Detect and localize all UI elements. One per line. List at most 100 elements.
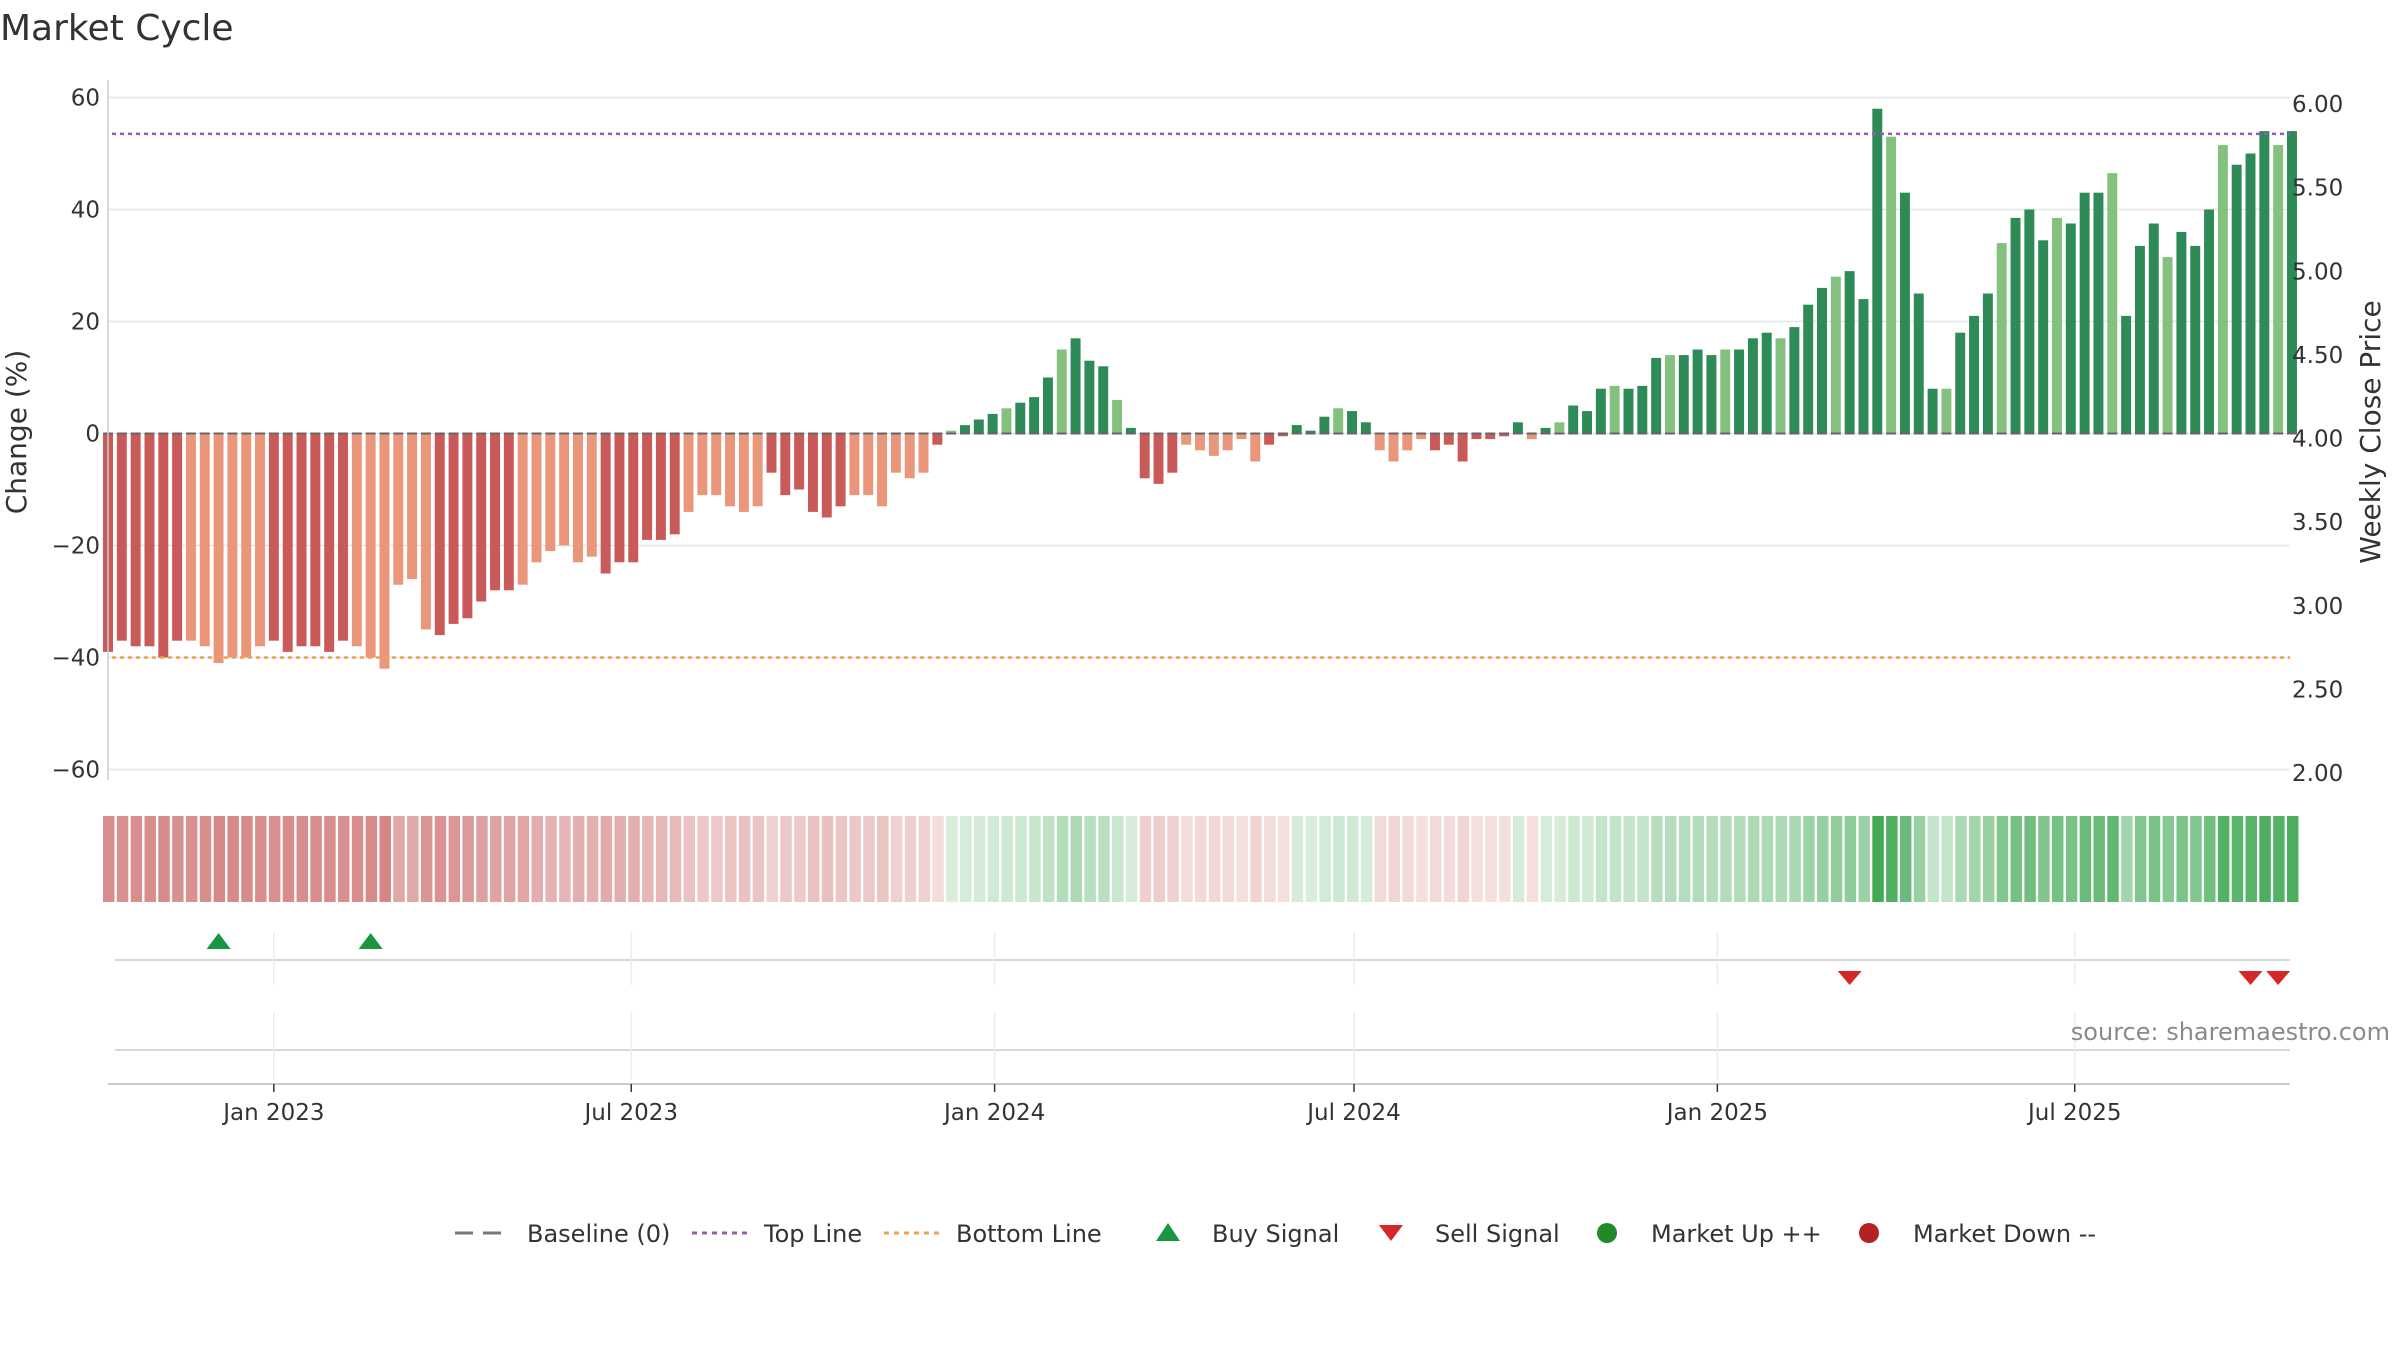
heat-cell	[904, 816, 917, 902]
reference-lines	[112, 132, 2290, 659]
heat-cell	[2273, 816, 2285, 902]
buy-signal-marker	[358, 933, 383, 949]
cycle-bar	[448, 433, 459, 624]
heat-cell	[1443, 816, 1456, 902]
heat-cell	[1858, 816, 1870, 902]
cycle-bar	[1070, 338, 1081, 434]
cycle-bar	[1540, 427, 1551, 434]
sell-signal-marker	[2238, 971, 2263, 985]
heat-cell	[1250, 816, 1262, 902]
cycle-bar	[1457, 433, 1468, 462]
cycle-bar	[821, 433, 832, 518]
y2-tick-label: 2.00	[2292, 761, 2343, 787]
heat-cell	[1319, 816, 1331, 902]
cycle-bar	[213, 433, 224, 664]
heat-cell	[1374, 816, 1387, 902]
heat-cell	[1651, 816, 1663, 902]
x-axis: Jan 2023 Jul 2023 Jan 2024 Jul 2024 Jan 2025…	[221, 932, 2122, 1126]
cycle-bar	[2162, 257, 2173, 434]
cycle-bar	[1098, 366, 1109, 434]
cycle-bar	[1955, 332, 1966, 434]
heat-cell	[1333, 816, 1345, 902]
cycle-bar	[130, 433, 141, 647]
cycle-bar	[669, 433, 680, 535]
cycle-bar	[531, 433, 542, 563]
heat-cell	[669, 816, 682, 902]
heat-cell	[1982, 816, 1995, 902]
heat-cell	[296, 816, 308, 902]
heat-cell	[1623, 816, 1635, 902]
legend-circle-icon	[1859, 1223, 1879, 1243]
legend-label: Sell Signal	[1435, 1220, 1560, 1248]
cycle-bar	[1471, 433, 1482, 440]
heat-cell	[1678, 816, 1691, 902]
cycle-bar	[1817, 287, 1827, 434]
heat-cell	[1996, 816, 2009, 902]
heat-cell	[517, 816, 530, 902]
heat-cell	[849, 816, 861, 902]
heat-cell	[130, 816, 143, 902]
legend-item: Bottom Line	[884, 1220, 1102, 1248]
y-axis-label: Change (%)	[0, 350, 33, 515]
heat-cell	[2038, 816, 2050, 902]
cycle-bar	[2286, 131, 2297, 434]
cycle-bar	[1319, 416, 1330, 434]
cycle-bar	[282, 433, 293, 652]
cycle-bar	[379, 433, 390, 669]
x-tick-label: Jan 2025	[1665, 1100, 1768, 1126]
heat-cell	[2204, 816, 2216, 902]
cycle-bar	[2148, 223, 2159, 434]
heat-cell	[1084, 816, 1096, 902]
heat-cell	[116, 816, 129, 902]
cycle-bar	[1347, 411, 1358, 434]
heat-cell	[1042, 816, 1055, 902]
cycle-bar	[614, 433, 625, 563]
heat-cell	[1499, 816, 1511, 902]
cycle-bar	[807, 433, 818, 512]
cycle-bar	[338, 433, 348, 641]
heat-cell	[1388, 816, 1400, 902]
cycle-bar	[932, 433, 943, 445]
legend-buy-icon	[1156, 1223, 1180, 1241]
cycle-bar	[2204, 209, 2215, 434]
heat-cell	[1747, 816, 1760, 902]
signal-panel	[108, 933, 2291, 1085]
y2-tick-label: 2.50	[2292, 677, 2343, 703]
cycle-bar	[572, 433, 583, 563]
cycle-bar	[987, 413, 998, 434]
heat-cell	[600, 816, 613, 902]
heat-cell	[2093, 816, 2105, 902]
y2-tick-label: 3.50	[2292, 510, 2343, 536]
heat-cell	[973, 816, 986, 902]
cycle-bar	[268, 433, 279, 641]
heat-cell	[821, 816, 834, 902]
cycle-bar	[1015, 402, 1026, 434]
legend-label: Market Down --	[1913, 1220, 2096, 1248]
y2-tick-label: 6.00	[2292, 92, 2343, 118]
heat-cell	[2259, 816, 2271, 902]
cycle-bar	[2245, 153, 2256, 434]
cycle-bar	[2010, 217, 2021, 434]
cycle-bar	[1982, 293, 1993, 434]
heat-cell	[1167, 816, 1179, 902]
heat-cell	[1595, 816, 1608, 902]
cycle-bar	[1416, 433, 1427, 440]
heat-cell	[1761, 816, 1774, 902]
cycle-bar	[960, 425, 970, 434]
heat-cell	[531, 816, 543, 902]
cycle-bar	[255, 433, 266, 647]
cycle-bar	[2231, 164, 2242, 434]
heat-cell	[1305, 816, 1318, 902]
heat-cell	[1817, 816, 1829, 902]
cycle-bar	[2134, 245, 2145, 434]
cycle-bar	[1181, 433, 1192, 445]
cycle-bar	[1886, 136, 1897, 434]
heat-cell	[1609, 816, 1622, 902]
heat-cell	[1941, 816, 1953, 902]
y-tick-label: −60	[51, 758, 100, 784]
cycle-bar	[1775, 338, 1786, 434]
cycle-bar	[1443, 433, 1454, 445]
chart-title: Market Cycle	[0, 8, 234, 49]
heat-cell	[158, 816, 170, 902]
y-tick-label: 60	[71, 86, 100, 112]
